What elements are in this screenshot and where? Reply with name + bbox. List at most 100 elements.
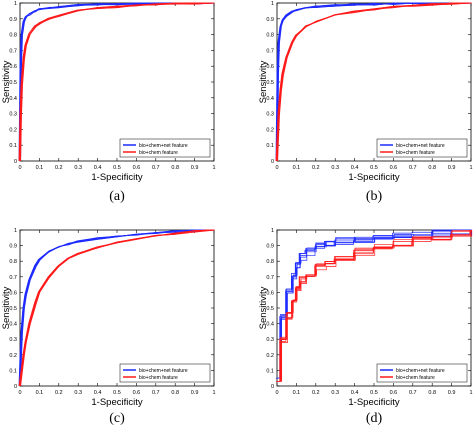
x-tick-label: 0.3	[74, 165, 82, 171]
roc-panel-c: 0 0.1 0.2 0.3 0.4 0.5 0.6 0.7 0.8 0.9 1 0 0.1 0.2 0.3 0…	[1, 228, 216, 408]
series-bio-chem	[275, 2, 472, 162]
y-tick-label: 0.9	[266, 244, 274, 250]
roc-curve	[276, 230, 471, 382]
x-tick-label: 0.9	[448, 165, 456, 171]
legend-entry: bio+chem+net feature	[139, 143, 188, 149]
y-tick-label: 0.6	[9, 64, 17, 70]
x-tick-label: 0	[275, 165, 278, 171]
x-tick-label: 0	[275, 390, 278, 396]
x-tick-label: 0.6	[133, 390, 141, 396]
y-tick-label: 1	[14, 1, 17, 7]
plot-frame	[19, 229, 215, 387]
y-tick-label: 0.4	[266, 96, 274, 102]
y-tick-label: 0.7	[9, 48, 17, 54]
x-tick-label: 0.2	[55, 390, 63, 396]
roc-curve	[18, 2, 214, 162]
x-tick-label: 0.8	[428, 165, 436, 171]
roc-curve	[19, 2, 214, 162]
series-bio-chem	[18, 2, 215, 162]
legend-box	[376, 138, 468, 158]
legend-entry: bio+chem+net feature	[396, 368, 445, 374]
x-tick-label: 0.9	[191, 390, 199, 396]
roc-panel-a: 0 0.1 0.2 0.3 0.4 0.5 0.6 0.7 0.8 0.9 1 0 0.1 0.2 0.3 0…	[1, 1, 216, 183]
y-tick-label: 0.3	[266, 112, 274, 118]
panel-label: (c)	[109, 411, 125, 426]
x-tick-label: 0.4	[351, 165, 359, 171]
y-tick-label: 0.4	[266, 322, 274, 328]
legend-entry: bio+chem feature	[396, 375, 435, 381]
y-tick-label: 0.9	[9, 17, 17, 23]
y-axis-label: Sensitivity	[1, 60, 12, 103]
y-tick-label: 0.5	[266, 80, 274, 86]
legend-box	[119, 363, 211, 383]
x-tick-label: 0.1	[293, 390, 301, 396]
legend-box	[376, 363, 468, 383]
roc-curve	[277, 230, 473, 382]
x-axis-label: 1-Specificity	[91, 397, 142, 408]
roc-curve	[277, 229, 471, 379]
x-tick-label: 0.2	[312, 165, 320, 171]
legend-entry: bio+chem feature	[396, 150, 435, 156]
y-tick-label: 0	[271, 159, 274, 165]
roc-curve	[19, 2, 215, 162]
roc-curve	[277, 230, 472, 379]
y-tick-label: 0.2	[9, 353, 17, 359]
roc-curve	[19, 229, 214, 387]
y-tick-label: 0	[14, 384, 17, 390]
roc-curve	[18, 229, 214, 387]
series-bio-chem	[275, 230, 473, 382]
y-tick-label: 0	[14, 159, 17, 165]
legend-entry: bio+chem feature	[139, 150, 178, 156]
y-tick-label: 0.3	[266, 337, 274, 343]
x-tick-label: 0	[18, 390, 21, 396]
series-bio-chem-net	[275, 2, 472, 162]
x-tick-label: 0.5	[113, 165, 121, 171]
x-tick-label: 0.8	[171, 165, 179, 171]
roc-curve	[277, 2, 472, 162]
panel-label: (a)	[109, 189, 125, 204]
roc-curve	[276, 2, 472, 162]
x-tick-label: 0.5	[370, 165, 378, 171]
y-tick-label: 0.1	[9, 368, 17, 374]
y-tick-label: 0.4	[9, 96, 17, 102]
y-tick-label: 0.8	[266, 33, 274, 39]
x-tick-label: 1	[212, 390, 215, 396]
roc-curve	[20, 2, 215, 162]
x-tick-label: 0.8	[171, 390, 179, 396]
x-tick-label: 0.5	[113, 390, 121, 396]
legend-entry: bio+chem+net feature	[396, 143, 445, 149]
x-tick-label: 0.7	[409, 165, 417, 171]
panel-label: (b)	[366, 189, 383, 204]
plot-frame	[19, 2, 215, 162]
y-tick-label: 0.6	[266, 290, 274, 296]
x-tick-label: 0.1	[36, 165, 44, 171]
y-tick-label: 0.7	[266, 275, 274, 281]
roc-curve	[19, 229, 215, 387]
x-tick-label: 0.8	[428, 390, 436, 396]
roc-curve	[19, 229, 214, 387]
roc-curve	[20, 229, 215, 387]
roc-curve	[19, 229, 215, 387]
x-tick-label: 0.1	[293, 165, 301, 171]
y-tick-label: 0.7	[9, 275, 17, 281]
x-tick-label: 0.6	[390, 390, 398, 396]
y-axis-label: Sensitivity	[258, 60, 269, 103]
y-axis-label: Sensitivity	[258, 286, 269, 329]
roc-curve	[277, 2, 472, 162]
y-tick-label: 0.9	[9, 244, 17, 250]
series-bio-chem-net	[18, 229, 215, 387]
x-tick-label: 1	[469, 165, 472, 171]
x-tick-label: 0.2	[55, 165, 63, 171]
y-tick-label: 0.3	[9, 337, 17, 343]
y-tick-label: 0.5	[266, 306, 274, 312]
roc-curve	[277, 230, 472, 382]
y-tick-label: 0.2	[266, 353, 274, 359]
y-tick-label: 0.2	[9, 127, 17, 133]
x-tick-label: 0.3	[74, 390, 82, 396]
roc-curve	[20, 2, 215, 162]
x-tick-label: 0.7	[152, 390, 160, 396]
x-tick-label: 0.6	[133, 165, 141, 171]
